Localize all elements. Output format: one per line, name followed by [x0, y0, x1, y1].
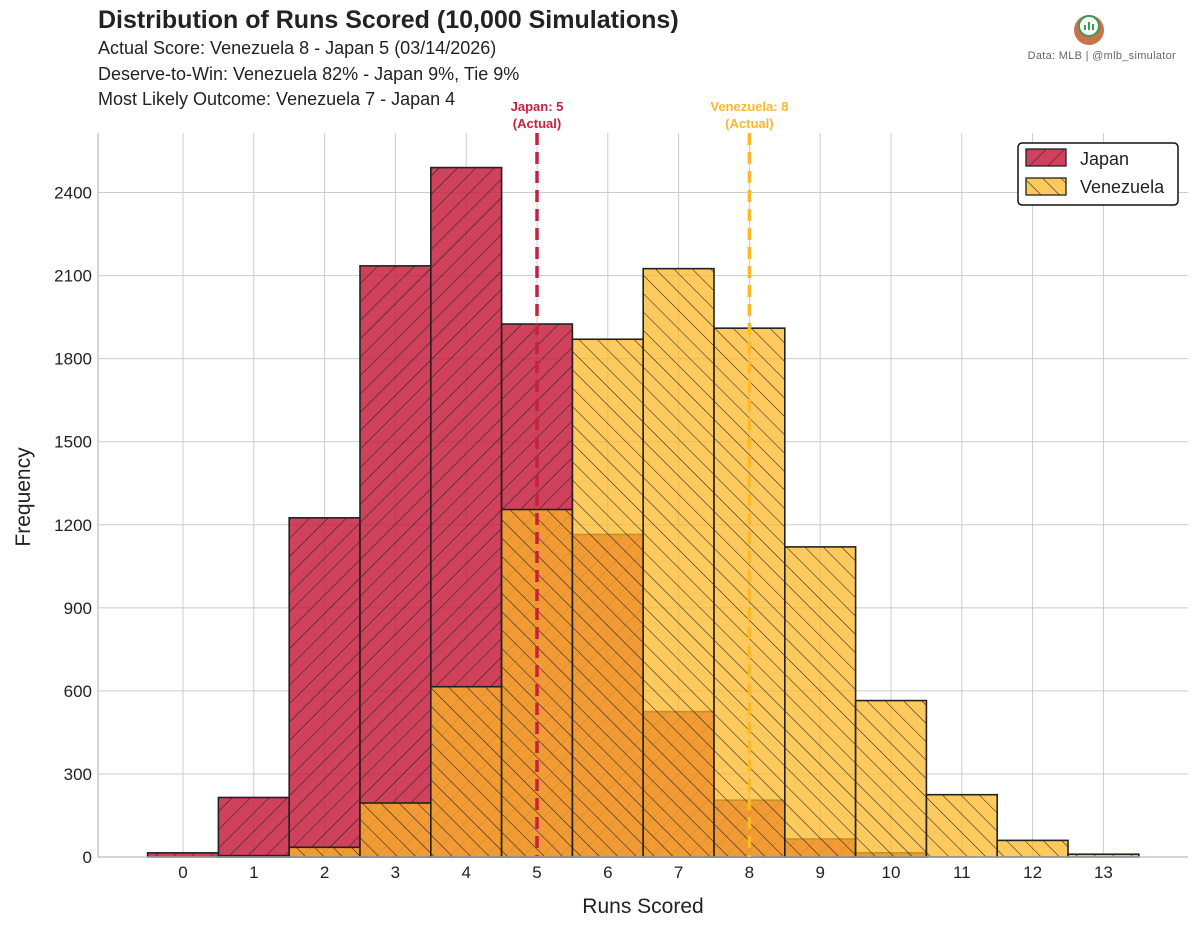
y-tick-label: 1200	[54, 516, 92, 535]
japan-bar-hatch	[217, 796, 290, 858]
y-tick-label: 600	[64, 682, 92, 701]
venezuela-bar-hatch	[996, 839, 1069, 858]
x-tick-label: 9	[815, 863, 824, 882]
subtitle-actual-score: Actual Score: Venezuela 8 - Japan 5 (03/…	[98, 38, 497, 58]
y-tick-label: 300	[64, 765, 92, 784]
legend: Japan Venezuela	[1017, 142, 1179, 206]
venezuela-bar-hatch	[642, 267, 715, 858]
legend-japan-label: Japan	[1080, 149, 1129, 169]
venezuela-bar-hatch	[359, 802, 432, 858]
venezuela-actual-sublabel: (Actual)	[725, 116, 773, 131]
x-tick-label: 4	[461, 863, 470, 882]
venezuela-actual-label: Venezuela: 8	[710, 99, 788, 114]
x-tick-label: 0	[178, 863, 187, 882]
x-tick-label: 8	[745, 863, 754, 882]
venezuela-bar-hatch	[288, 846, 361, 858]
y-tick-label: 2100	[54, 267, 92, 286]
data-credit: Data: MLB | @mlb_simulator	[1027, 50, 1176, 62]
venezuela-bar-hatch	[783, 546, 857, 858]
x-tick-label: 2	[320, 863, 329, 882]
japan-bar-hatch	[146, 852, 220, 858]
japan-actual-label: Japan: 5	[511, 99, 564, 114]
x-tick-label: 3	[391, 863, 400, 882]
y-tick-label: 1800	[54, 350, 92, 369]
y-tick-label: 1500	[54, 433, 92, 452]
subtitle-most-likely: Most Likely Outcome: Venezuela 7 - Japan…	[98, 89, 456, 109]
japan-bar-hatch	[359, 265, 432, 858]
x-tick-label: 13	[1094, 863, 1113, 882]
y-tick-label: 0	[83, 848, 92, 867]
venezuela-bar-hatch	[854, 699, 928, 858]
x-tick-label: 12	[1023, 863, 1042, 882]
y-tick-label: 2400	[54, 184, 92, 203]
chart-title: Distribution of Runs Scored (10,000 Simu…	[98, 6, 679, 34]
annotations: Japan: 5 (Actual) Venezuela: 8 (Actual)	[511, 99, 788, 857]
x-tick-label: 10	[882, 863, 901, 882]
x-tick-label: 11	[953, 863, 971, 882]
bars	[146, 166, 1140, 858]
japan-actual-sublabel: (Actual)	[513, 116, 561, 131]
mlb-simulator-logo-icon	[1074, 15, 1104, 45]
y-axis-label: Frequency	[12, 447, 35, 547]
x-tick-label: 1	[249, 863, 258, 882]
venezuela-bar-hatch	[571, 338, 645, 858]
x-tick-label: 5	[532, 863, 541, 882]
x-tick-label: 7	[674, 863, 683, 882]
y-tick-label: 900	[64, 599, 92, 618]
venezuela-bar-hatch	[925, 793, 999, 858]
x-axis-label: Runs Scored	[582, 895, 703, 918]
venezuela-bar-hatch	[429, 685, 503, 858]
japan-bar-hatch	[288, 517, 361, 858]
legend-venezuela-label: Venezuela	[1080, 177, 1165, 197]
subtitle-deserve-to-win: Deserve-to-Win: Venezuela 82% - Japan 9%…	[98, 64, 520, 84]
x-tick-label: 6	[603, 863, 612, 882]
